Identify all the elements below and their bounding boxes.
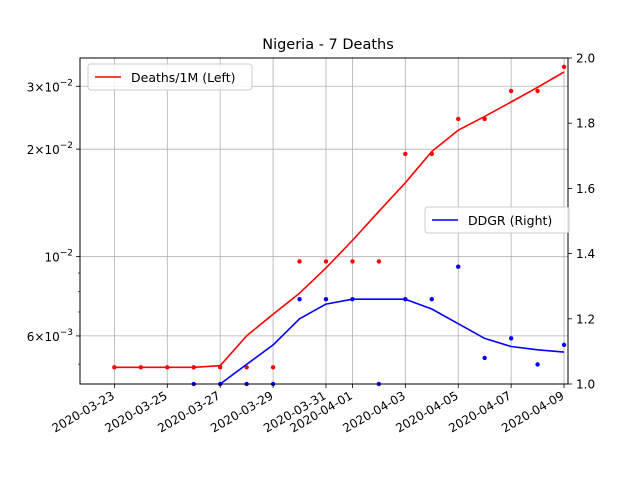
data-point-ddgr [482,355,487,361]
series-line-ddgr [219,298,565,385]
legend-left: Deaths/1M (Left) [87,63,253,91]
data-point-deaths [191,365,196,370]
legend-left-box [87,63,253,91]
y-right-tick-label: 1.8 [576,117,595,131]
data-point-ddgr [561,342,567,348]
data-point-deaths [112,365,117,370]
data-point-deaths [297,259,302,264]
data-point-deaths [350,259,355,264]
y-right-tick-label: 1.4 [576,247,595,261]
data-point-deaths [138,365,144,370]
series-line-deaths [114,71,565,369]
data-point-ddgr [535,362,540,367]
data-point-deaths [561,64,567,70]
data-point-deaths [244,365,249,370]
data-point-deaths [165,365,170,370]
chart-title: Nigeria - 7 Deaths [262,37,394,53]
y-right-tick-label: 1.0 [576,378,595,392]
data-point-deaths [403,151,408,157]
data-point-ddgr [323,297,329,302]
data-point-deaths [270,365,276,370]
data-point-deaths [456,116,461,122]
data-point-deaths [482,116,487,122]
legend-left-label: Deaths/1M (Left) [131,70,236,85]
y-right-tick-label: 1.6 [576,182,595,196]
data-point-ddgr [403,297,408,302]
data-point-ddgr [508,336,514,341]
y-left-tick-label: 6×10−3 [27,328,73,344]
data-point-ddgr [429,297,434,302]
data-point-ddgr [350,297,355,302]
y-right-tick-label: 1.2 [576,312,595,326]
legend-right: DDGR (Right) [424,206,570,234]
data-point-deaths [323,259,329,264]
y-right-tick-label: 2.0 [576,52,595,66]
y-left-tick-label: 2×10−2 [27,141,73,157]
series-layer [112,64,567,387]
right-y-axis: 1.0 1.2 1.4 1.6 1.8 2.0 [568,52,595,392]
y-left-tick-label: 10−2 [44,249,73,265]
data-point-deaths [508,88,514,94]
data-point-deaths [535,88,540,94]
y-left-tick-label: 3×10−2 [27,78,73,94]
legend-right-label: DDGR (Right) [468,213,552,228]
legend-right-box [424,206,570,234]
left-y-axis: 6×10−3 10−2 2×10−2 3×10−2 [27,78,80,365]
data-point-deaths [217,365,223,370]
data-point-deaths [429,151,434,157]
data-point-ddgr [456,264,461,269]
data-point-deaths [376,259,382,264]
data-point-ddgr [297,297,302,302]
